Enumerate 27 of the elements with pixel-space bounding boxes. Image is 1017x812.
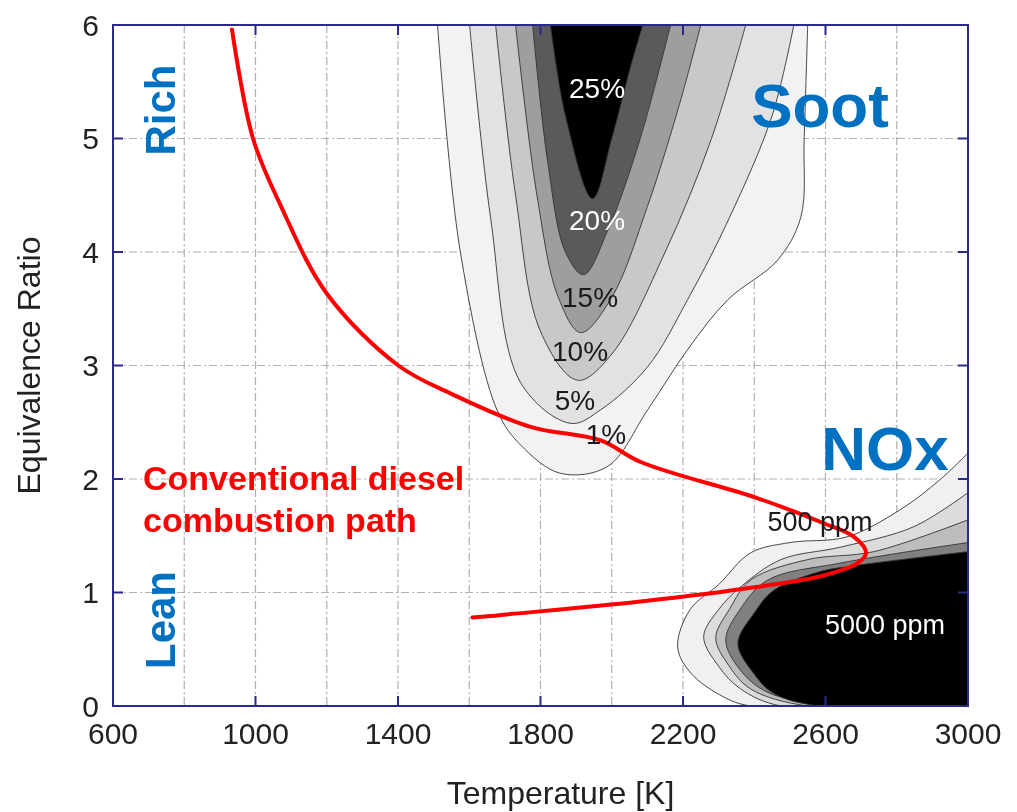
annotation: 15% [561,281,619,313]
series-label: Conventional diesel combustion path [143,459,465,540]
x-tick-label: 2200 [649,717,717,750]
annotation: NOx [821,413,950,483]
x-tick-label: 1800 [507,717,574,750]
annotation: 5% [554,384,596,416]
annotation: 1% [585,418,627,450]
annotation: 500 ppm [767,507,873,538]
annotation: 5000 ppm [824,610,946,641]
x-tick-label: 1000 [222,717,289,750]
y-tick-label: 4 [82,235,99,269]
annotation: Lean [136,570,184,670]
y-tick-label: 6 [82,8,99,42]
y-axis-title: Equivalence Ratio [11,236,47,495]
y-tick-label: 1 [82,576,99,609]
y-tick-label: 5 [82,122,99,155]
y-tick-label: 2 [82,462,99,496]
annotation: Soot [751,70,889,140]
y-tick-label: 3 [82,349,99,382]
x-axis-title: Temperature [K] [446,775,675,811]
annotation: 10% [551,335,609,367]
annotation: Rich [136,64,184,156]
annotation: 25% [568,72,626,104]
annotation: 20% [568,204,626,236]
x-tick-label: 1400 [364,717,432,750]
x-tick-label: 2600 [792,717,859,750]
x-tick-label: 3000 [934,717,1002,750]
